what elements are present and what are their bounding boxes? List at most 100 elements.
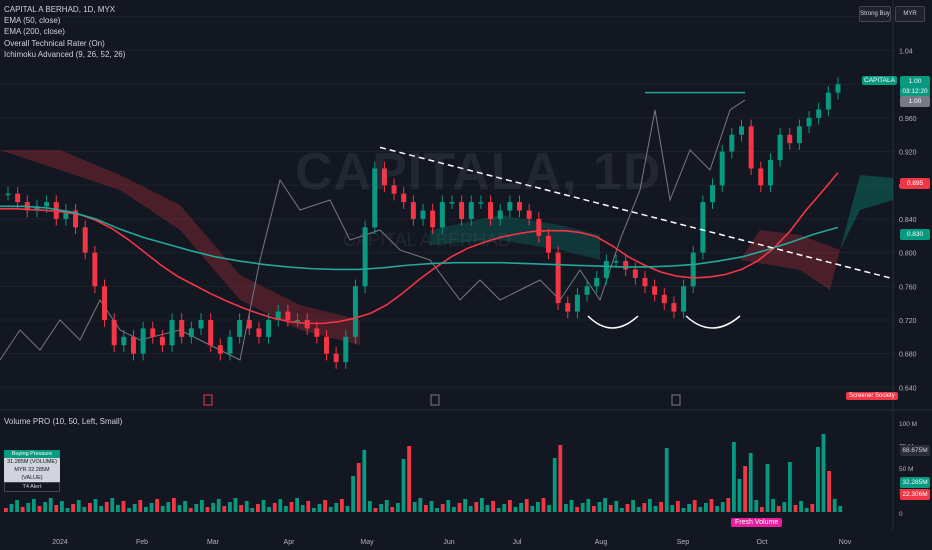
volume-bar	[32, 499, 36, 512]
volume-bar	[256, 504, 260, 512]
volume-bar	[121, 501, 126, 512]
candle-body	[729, 134, 735, 152]
volume-bar	[782, 502, 787, 512]
volume-bar	[127, 508, 131, 512]
candle-body	[690, 252, 696, 287]
candle-body	[343, 336, 349, 363]
volume-bar	[183, 501, 187, 512]
volume-bar	[194, 504, 199, 512]
volume-info-box: Buying Pressure 31.285M (VOLUME) MYR 32.…	[4, 450, 60, 492]
volume-bar	[737, 479, 742, 512]
candle-body	[806, 117, 812, 127]
volume-bar	[575, 507, 579, 512]
candle-body	[295, 320, 301, 322]
legend-ema50[interactable]: EMA (50, close)	[4, 16, 61, 26]
volume-bar	[625, 504, 630, 512]
x-tick-label: Mar	[207, 539, 220, 546]
volume-bar	[592, 506, 596, 512]
volume-bar	[564, 504, 568, 512]
candle-body	[237, 320, 243, 337]
volume-bar	[771, 499, 775, 512]
volume-bar	[312, 508, 316, 512]
candle-body	[661, 294, 667, 304]
volume-tag-2: 32.285M	[900, 477, 930, 488]
ichimoku-cloud-bearish-2	[740, 230, 840, 290]
candle-body	[323, 336, 329, 354]
watermark-name: CAPITAL A BERHAD	[343, 230, 512, 250]
ema50-line	[0, 172, 839, 325]
legend-ichimoku[interactable]: Ichimoku Advanced (9, 26, 52, 26)	[4, 49, 126, 59]
candle-body	[227, 336, 233, 354]
candle-body	[594, 277, 600, 287]
candle-body	[632, 269, 638, 278]
currency-button[interactable]: MYR	[895, 6, 925, 22]
x-tick-label: Feb	[136, 539, 148, 546]
legend-rater[interactable]: Overall Technical Rater (On)	[4, 38, 105, 48]
volume-bar	[468, 506, 473, 512]
volume-bar	[15, 500, 19, 512]
volume-bar	[547, 505, 551, 512]
screener-badge[interactable]: Screener Society	[846, 392, 898, 400]
volume-bar	[88, 503, 92, 512]
volume-bar	[692, 500, 697, 512]
volume-bar	[597, 502, 602, 512]
candle-body	[816, 109, 822, 118]
volume-tick-label: 0	[899, 511, 903, 518]
volume-bar	[396, 503, 400, 512]
volume-bar	[816, 447, 820, 512]
volume-bar	[687, 504, 691, 512]
candle-body	[217, 345, 223, 354]
x-tick-label: Aug	[595, 539, 608, 546]
volume-bar	[642, 503, 647, 512]
candle-body	[34, 206, 40, 211]
y-tick-label: 0.760	[899, 284, 917, 291]
volume-bar	[211, 503, 215, 512]
candle-body	[420, 210, 426, 219]
volume-bar	[20, 507, 25, 512]
candle-body	[44, 202, 50, 207]
volume-bar	[446, 500, 451, 512]
volume-bar	[569, 500, 574, 512]
candle-body	[459, 202, 465, 219]
volume-bar	[60, 501, 64, 512]
volume-bar	[748, 453, 753, 512]
volume-bar	[373, 508, 378, 512]
candle-body	[188, 328, 194, 337]
volume-bar	[228, 502, 232, 512]
candle-body	[555, 252, 561, 304]
volume-bar	[827, 471, 831, 512]
legend-ema200[interactable]: EMA (200, close)	[4, 27, 65, 37]
earnings-marker	[430, 394, 440, 406]
candle-body	[150, 328, 156, 337]
volume-bar	[821, 434, 826, 512]
volume-bar	[26, 503, 31, 512]
volume-bar	[261, 500, 266, 512]
candle-body	[584, 286, 590, 295]
volume-bar	[200, 500, 204, 512]
x-tick-label: Oct	[757, 539, 768, 546]
candle-body	[488, 202, 494, 219]
volume-bar	[715, 506, 719, 512]
candle-body	[613, 261, 619, 263]
volume-bar	[390, 507, 395, 512]
volume-bar	[362, 450, 367, 512]
legend-symbol[interactable]: CAPITAL A BERHAD, 1D, MYX	[4, 5, 116, 14]
rater-signal-button[interactable]: Strong Buy	[859, 6, 891, 22]
x-tick-label: 2024	[52, 539, 68, 546]
volume-pane-title[interactable]: Volume PRO (10, 50, Left, Small)	[4, 417, 123, 426]
volume-bar	[99, 506, 103, 512]
volume-bar	[334, 503, 339, 512]
watermark-symbol: CAPITALA, 1D	[295, 143, 662, 201]
candle-body	[623, 261, 629, 270]
volume-bar	[267, 507, 271, 512]
x-tick-label: May	[360, 539, 374, 546]
volume-bar	[676, 501, 680, 512]
volume-bar	[810, 504, 815, 512]
volume-bar	[552, 458, 557, 512]
volume-bar	[368, 501, 372, 512]
volume-bar	[603, 498, 607, 512]
volume-bar	[558, 445, 563, 512]
volume-bar	[407, 446, 411, 512]
volume-bar	[284, 506, 288, 512]
